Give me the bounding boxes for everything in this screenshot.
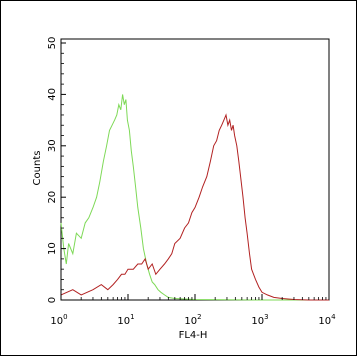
plot-area <box>60 38 330 301</box>
x-tick-label: 103 <box>251 313 268 327</box>
y-axis-ticks: 0 10 20 30 40 50 <box>47 37 66 303</box>
x-tick-label: 102 <box>184 313 201 327</box>
y-tick-label: 30 <box>47 139 58 152</box>
y-tick-label: 0 <box>47 297 58 303</box>
series-line-red <box>60 113 329 301</box>
y-tick-label: 10 <box>47 242 58 255</box>
x-tick-label: 104 <box>318 313 336 327</box>
y-tick-label: 40 <box>47 88 58 101</box>
x-axis-title: FL4-H <box>179 330 208 341</box>
x-tick-label: 101 <box>117 313 134 327</box>
y-tick-label: 50 <box>47 37 58 50</box>
series-line-green <box>60 94 329 301</box>
x-tick-label: 100 <box>50 313 67 327</box>
x-axis-ticks: 100 101 102 103 104 <box>50 294 336 327</box>
y-tick-label: 20 <box>47 191 58 204</box>
y-axis-title: Counts <box>32 151 43 186</box>
